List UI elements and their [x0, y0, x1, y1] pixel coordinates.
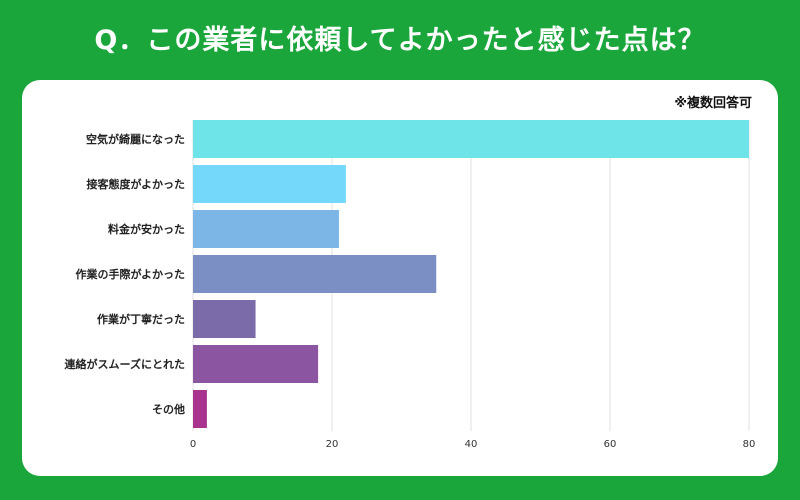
multiple-answers-note: ※複数回答可 — [674, 96, 752, 111]
x-tick-label: 40 — [465, 439, 478, 450]
x-tick-label: 60 — [604, 439, 617, 450]
category-label: 連絡がスムーズにとれた — [65, 357, 185, 371]
x-tick-label: 80 — [743, 439, 756, 450]
x-tick-label: 20 — [326, 439, 339, 450]
chart-title: Q．この業者に依頼してよかったと感じた点は？ — [94, 25, 706, 56]
bar-chart: 0 20 40 60 80 空気が綺麗になった接客態度がよかった料金が安かった作業の手際が… — [65, 120, 756, 450]
category-label: 作業が丁寧だった — [97, 312, 185, 326]
chart-card: ※複数回答可 0 20 40 60 80 空気が綺麗になった 接客態度がよかった料金が安かっ… — [22, 80, 778, 476]
bar — [193, 210, 339, 248]
bar — [193, 120, 749, 158]
bar — [193, 165, 346, 203]
category-label: 空気が綺麗になった — [86, 132, 185, 146]
x-tick-label: 0 — [190, 439, 196, 450]
bar — [193, 390, 207, 428]
bar — [193, 255, 437, 293]
category-label: 作業の手際がよかった — [76, 267, 185, 281]
category-label: 料金が安かった — [108, 222, 185, 236]
bar — [193, 345, 319, 383]
category-label: 接客態度がよかった — [87, 177, 185, 191]
bar — [193, 300, 256, 338]
category-label: その他 — [152, 402, 185, 416]
